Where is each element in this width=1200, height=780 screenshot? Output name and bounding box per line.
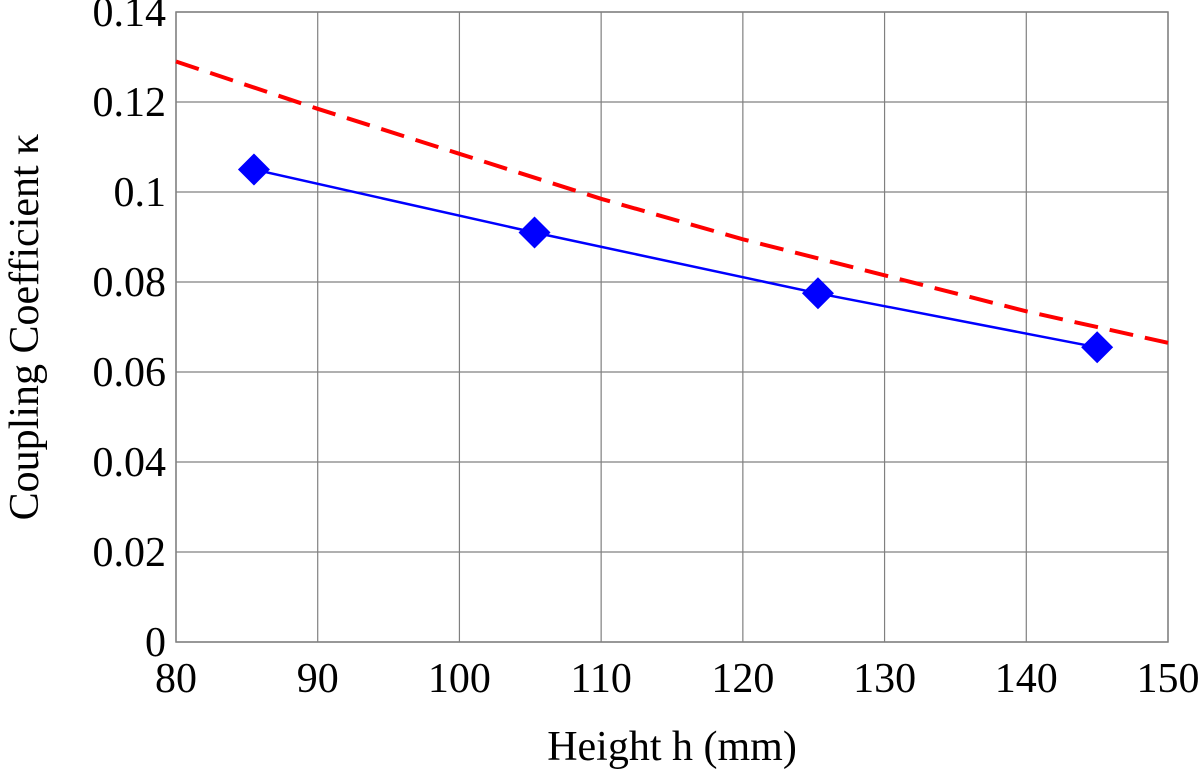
solid-series-line [253, 168, 1098, 349]
y-tick-label: 0.04 [93, 440, 167, 486]
plot-area-frame [175, 11, 1169, 643]
y-tick-label: 0.06 [93, 350, 167, 396]
y-axis-title: Coupling Coefficient κ [2, 134, 48, 521]
x-tick-label: 130 [853, 656, 916, 702]
x-tick-label: 150 [1137, 656, 1200, 702]
y-tick-label: 0 [145, 620, 166, 666]
diamond-data-point [801, 277, 834, 310]
x-axis-title: Height h (mm) [547, 724, 797, 770]
x-tick-label: 120 [711, 656, 774, 702]
grid [175, 11, 1169, 643]
x-tick-label: 80 [155, 656, 197, 702]
diamond-data-point [1081, 331, 1114, 364]
dashed-series-line [175, 59, 1169, 345]
tick-labels: 80 90 100 110 120 130 140 150 0 0.02 0.04 0.06 0.08 0… [93, 0, 1200, 702]
y-tick-label: 0.1 [114, 170, 167, 216]
y-tick-label: 0.14 [93, 0, 167, 36]
y-tick-label: 0.08 [93, 260, 167, 306]
series-group [175, 59, 1169, 364]
x-tick-label: 100 [428, 656, 491, 702]
x-tick-label: 90 [297, 656, 339, 702]
x-tick-label: 110 [570, 656, 631, 702]
y-tick-label: 0.12 [93, 80, 167, 126]
diamond-data-point [518, 216, 551, 249]
x-tick-label: 140 [995, 656, 1058, 702]
y-tick-label: 0.02 [93, 530, 167, 576]
diamond-data-point [237, 153, 270, 186]
